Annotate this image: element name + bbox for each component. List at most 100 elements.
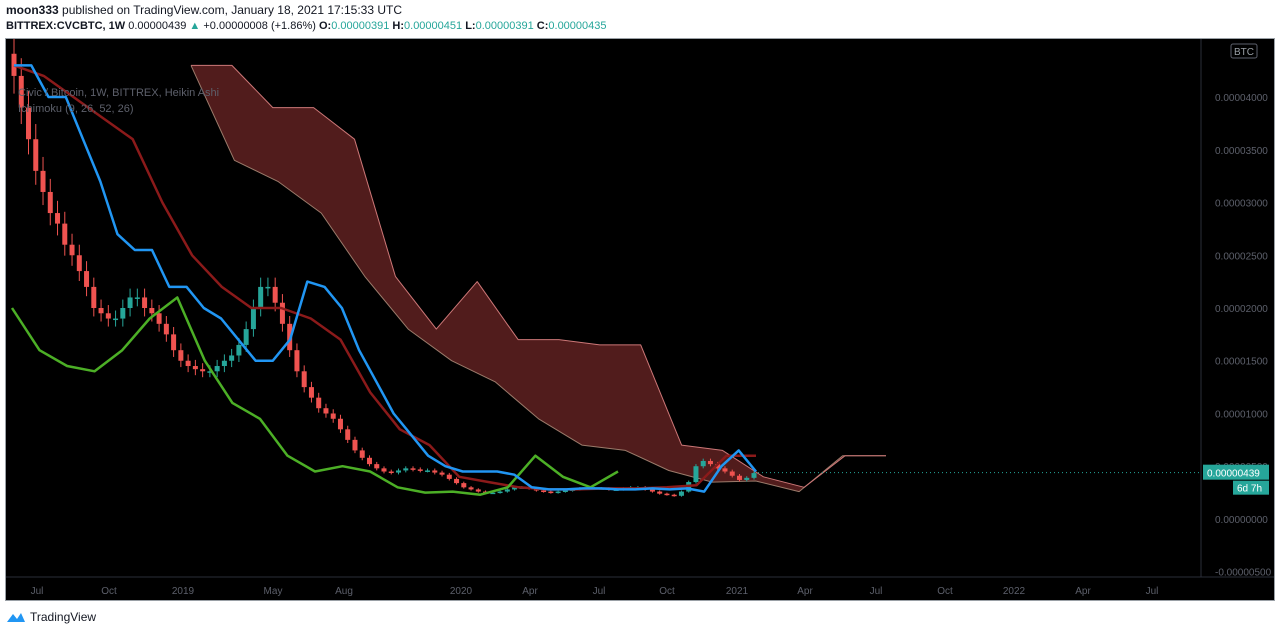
candle-body — [722, 468, 728, 472]
candle-body — [439, 472, 445, 475]
y-tick-label: 0.00002000 — [1215, 304, 1268, 315]
candle-body — [729, 471, 735, 476]
currency-badge — [1230, 43, 1258, 59]
candle-body — [250, 308, 256, 330]
candle-body — [134, 297, 140, 299]
change-arrow-icon: ▲ — [189, 20, 201, 32]
y-tick-label: 0.00003500 — [1215, 146, 1268, 157]
candle-body — [323, 408, 329, 414]
candle-body — [403, 468, 409, 471]
candle-body — [221, 360, 227, 367]
y-tick-label: 0.00001500 — [1215, 357, 1268, 368]
candle-body — [330, 413, 336, 419]
low-value: 0.00000391 — [475, 20, 534, 32]
candle-body — [671, 494, 677, 497]
x-tick-label: Oct — [101, 586, 117, 597]
candle-body — [301, 371, 307, 388]
x-tick-label: Oct — [937, 586, 953, 597]
high-value: 0.00000451 — [404, 20, 463, 32]
x-tick-label: 2022 — [1003, 586, 1026, 597]
y-tick-label: -0.00000500 — [1215, 568, 1272, 579]
candle-body — [243, 329, 249, 345]
x-tick-label: Jul — [31, 586, 44, 597]
candle-body — [84, 271, 90, 287]
countdown-label: 6d 7h — [1237, 484, 1262, 495]
branding[interactable]: TradingView — [6, 610, 96, 624]
candle-body — [744, 477, 750, 480]
last-price-label: 0.00000439 — [1207, 469, 1260, 480]
candle-body — [410, 468, 416, 470]
candle-body — [461, 483, 467, 488]
x-tick-label: Oct — [659, 586, 675, 597]
x-tick-label: Apr — [522, 586, 538, 597]
candle-body — [192, 366, 198, 370]
x-tick-label: May — [264, 586, 283, 597]
candle-body — [381, 468, 387, 472]
candle-body — [272, 286, 278, 303]
x-tick-label: Aug — [335, 586, 353, 597]
candle-body — [715, 464, 721, 469]
close-value: 0.00000435 — [548, 20, 607, 32]
indicator-title[interactable]: Ichimoku (9, 26, 52, 26) — [18, 103, 134, 115]
candle-body — [105, 313, 111, 319]
candle-body — [359, 450, 365, 458]
candle-body — [541, 490, 547, 492]
candle-body — [700, 460, 706, 467]
open-value: 0.00000391 — [331, 20, 390, 32]
open-label: O: — [318, 20, 332, 32]
candle-body — [236, 344, 242, 356]
y-tick-label: 0.00001000 — [1215, 409, 1268, 420]
candle-body — [279, 302, 285, 324]
candle-body — [69, 244, 75, 256]
candle-body — [504, 489, 510, 492]
candle-body — [417, 469, 423, 471]
candle-body — [142, 297, 148, 308]
x-tick-label: 2021 — [726, 586, 749, 597]
candle-body — [308, 387, 314, 398]
candle-body — [316, 397, 322, 409]
candle-body — [163, 323, 169, 335]
high-label: H: — [392, 20, 405, 32]
chart-panel[interactable]: 0.00004000 0.00003500 0.00003000 0.00002500… — [5, 38, 1275, 601]
candle-body — [76, 255, 82, 272]
candle-body — [432, 470, 438, 473]
candle-body — [490, 492, 496, 495]
x-tick-label: Jul — [1146, 586, 1159, 597]
candle-body — [185, 360, 191, 367]
candle-body — [468, 487, 474, 490]
candle-body — [214, 366, 220, 372]
candle-body — [149, 308, 155, 314]
candle-body — [337, 418, 343, 430]
price-chart[interactable]: 0.00004000 0.00003500 0.00003000 0.00002500… — [6, 39, 1274, 600]
candle-body — [156, 313, 162, 324]
candle-body — [18, 75, 24, 108]
candle-body — [736, 475, 742, 480]
leading-span-a — [190, 65, 886, 493]
series-title[interactable]: Civic / Bitcoin, 1W, BITTREX, Heikin Ash… — [18, 87, 220, 99]
brand-name: TradingView — [30, 610, 97, 624]
x-tick-label: Apr — [1075, 586, 1091, 597]
candle-body — [265, 286, 271, 289]
x-tick-label: 2019 — [172, 586, 195, 597]
candle-body — [207, 371, 213, 373]
candle-body — [454, 478, 460, 484]
candle-body — [294, 350, 300, 372]
candle-body — [91, 286, 97, 308]
candle-body — [98, 308, 104, 314]
candle-body — [200, 369, 206, 372]
candle-body — [678, 491, 684, 496]
x-tick-label: Jul — [870, 586, 883, 597]
candle-body — [171, 334, 177, 351]
candle-body — [47, 191, 53, 214]
candle-body — [475, 489, 481, 492]
candle-body — [693, 466, 699, 483]
y-tick-label: 0.00000000 — [1215, 515, 1268, 526]
candle-body — [352, 439, 358, 451]
author-name[interactable]: moon333 — [6, 3, 59, 17]
candle-body — [345, 429, 351, 440]
candle-body — [62, 223, 68, 245]
y-tick-label: 0.00002500 — [1215, 251, 1268, 262]
close-label: C: — [536, 20, 549, 32]
candle-body — [127, 297, 133, 308]
candle-body — [657, 491, 663, 494]
